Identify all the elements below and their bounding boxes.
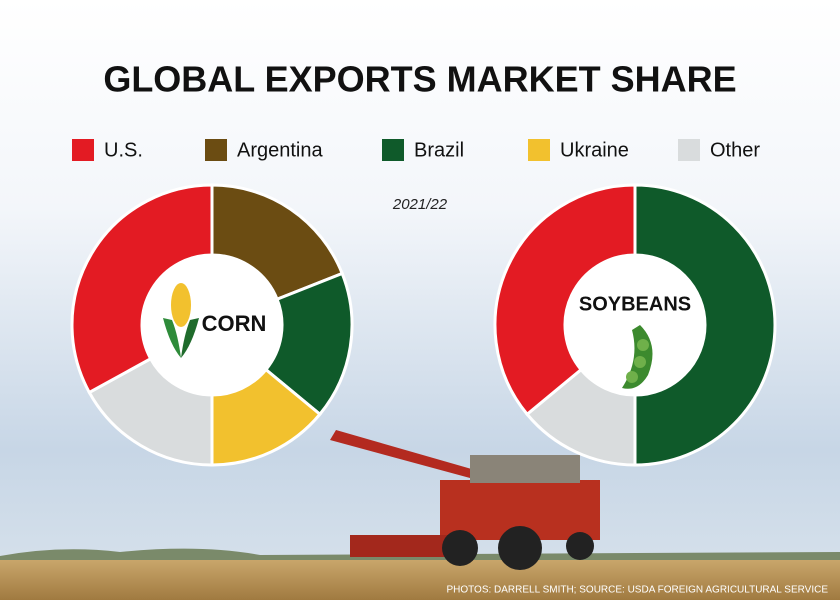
legend-swatch	[678, 139, 700, 161]
legend-label: Ukraine	[560, 139, 629, 161]
title: GLOBAL EXPORTS MARKET SHARE	[103, 59, 736, 100]
donut-hole	[565, 255, 705, 395]
subtitle: 2021/22	[392, 196, 448, 213]
credit: PHOTOS: DARRELL SMITH; SOURCE: USDA FORE…	[446, 585, 828, 596]
legend-label: Brazil	[414, 139, 464, 161]
field	[0, 560, 840, 600]
chart-label: CORN	[202, 311, 267, 336]
legend-swatch	[72, 139, 94, 161]
legend-label: Argentina	[237, 139, 323, 161]
legend-label: Other	[710, 139, 760, 161]
combine-harvester	[330, 430, 600, 570]
charts: CORN SOYBEANS	[70, 183, 777, 467]
soybean-icon	[622, 325, 653, 389]
chart-label: SOYBEANS	[579, 293, 691, 315]
legend-swatch	[528, 139, 550, 161]
corn-icon	[163, 283, 199, 358]
legend-swatch	[382, 139, 404, 161]
legend-swatch	[205, 139, 227, 161]
legend: U.S. Argentina Brazil Ukraine Other	[72, 139, 760, 161]
legend-label: U.S.	[104, 139, 143, 161]
